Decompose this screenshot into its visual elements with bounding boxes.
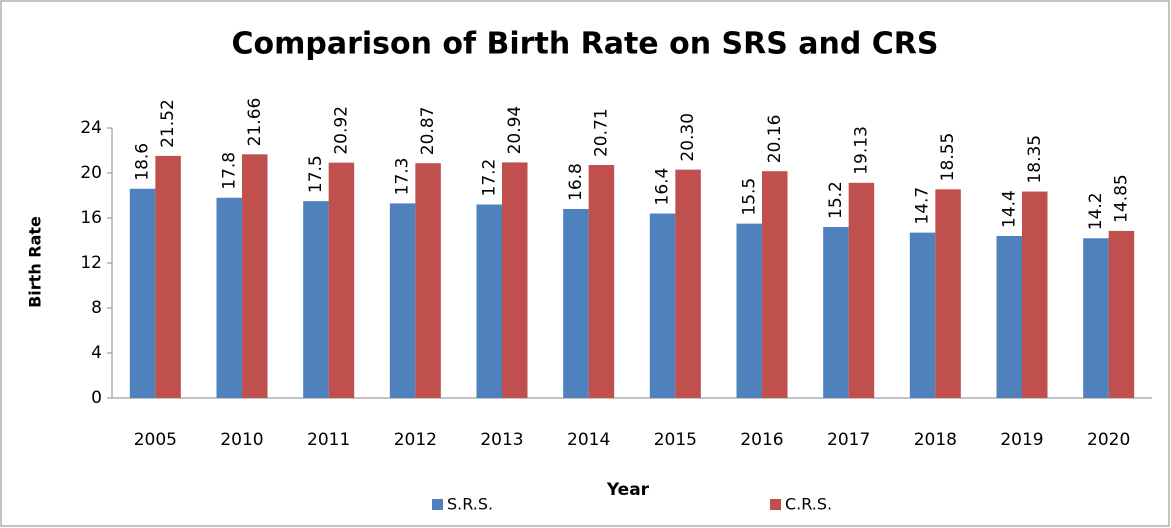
bar (996, 236, 1022, 398)
data-label: 21.66 (245, 98, 265, 147)
data-label: 21.52 (158, 99, 178, 148)
bar (848, 182, 875, 398)
y-tick-label: 4 (91, 343, 102, 363)
bar (415, 163, 441, 398)
bar (736, 223, 762, 398)
data-label: 18.6 (133, 143, 153, 181)
data-label: 17.5 (306, 155, 326, 193)
chart-title: Comparison of Birth Rate on SRS and CRS (231, 27, 938, 62)
data-label: 18.55 (938, 133, 958, 182)
data-label: 14.4 (999, 190, 1019, 228)
data-label: 14.85 (1111, 174, 1131, 223)
data-label: 18.35 (1025, 135, 1045, 184)
x-tick-label: 2014 (567, 430, 610, 450)
bar (588, 165, 615, 398)
y-tick-label: 12 (80, 253, 102, 273)
legend-label: C.R.S. (785, 495, 832, 514)
legend-swatch (432, 499, 443, 510)
x-tick-label: 2013 (480, 430, 523, 450)
x-tick-label: 2020 (1087, 430, 1130, 450)
data-label: 20.71 (591, 108, 611, 157)
x-tick-label: 2010 (220, 430, 263, 450)
x-tick-label: 2011 (307, 430, 350, 450)
bar (675, 169, 701, 398)
data-label: 15.2 (826, 181, 846, 219)
y-tick-label: 20 (80, 163, 102, 183)
x-tick-label: 2015 (654, 430, 697, 450)
data-label: 14.7 (913, 187, 933, 225)
legend-swatch (770, 499, 781, 510)
y-tick-label: 16 (80, 208, 102, 228)
data-label: 20.94 (505, 106, 525, 155)
bar (502, 162, 528, 398)
bar (563, 209, 589, 398)
bar (1108, 230, 1135, 398)
bar (823, 227, 849, 398)
x-tick-label: 2012 (394, 430, 437, 450)
bar (935, 189, 961, 398)
bar (216, 197, 242, 398)
bar (649, 213, 676, 398)
bar (1022, 191, 1048, 398)
bar (909, 232, 936, 398)
data-label: 16.4 (653, 168, 673, 206)
bar (389, 203, 416, 398)
data-label: 15.5 (739, 178, 759, 216)
bar (242, 154, 268, 398)
y-tick-label: 0 (91, 388, 102, 408)
x-tick-label: 2016 (740, 430, 783, 450)
bar (1083, 238, 1109, 398)
data-label: 19.13 (851, 126, 871, 175)
data-label: 20.30 (678, 113, 698, 162)
data-label: 14.2 (1086, 192, 1106, 230)
y-tick-label: 8 (91, 298, 102, 318)
bar (476, 204, 502, 398)
data-label: 17.2 (479, 159, 499, 197)
data-label: 20.87 (418, 107, 438, 156)
x-tick-label: 2005 (134, 430, 177, 450)
data-label: 17.3 (393, 158, 413, 196)
data-label: 16.8 (566, 163, 586, 201)
x-axis-label: Year (606, 480, 650, 500)
bar (762, 171, 788, 398)
y-tick-label: 24 (80, 118, 102, 138)
bar (328, 162, 355, 398)
bar (303, 201, 329, 398)
data-label: 17.8 (219, 152, 239, 190)
bar (129, 188, 156, 398)
bar (155, 155, 181, 398)
y-axis-label: Birth Rate (26, 216, 45, 308)
x-tick-label: 2018 (914, 430, 957, 450)
data-label: 20.92 (331, 106, 351, 155)
x-tick-label: 2019 (1000, 430, 1043, 450)
data-label: 20.16 (765, 115, 785, 164)
legend-label: S.R.S. (447, 495, 493, 514)
x-tick-label: 2017 (827, 430, 870, 450)
